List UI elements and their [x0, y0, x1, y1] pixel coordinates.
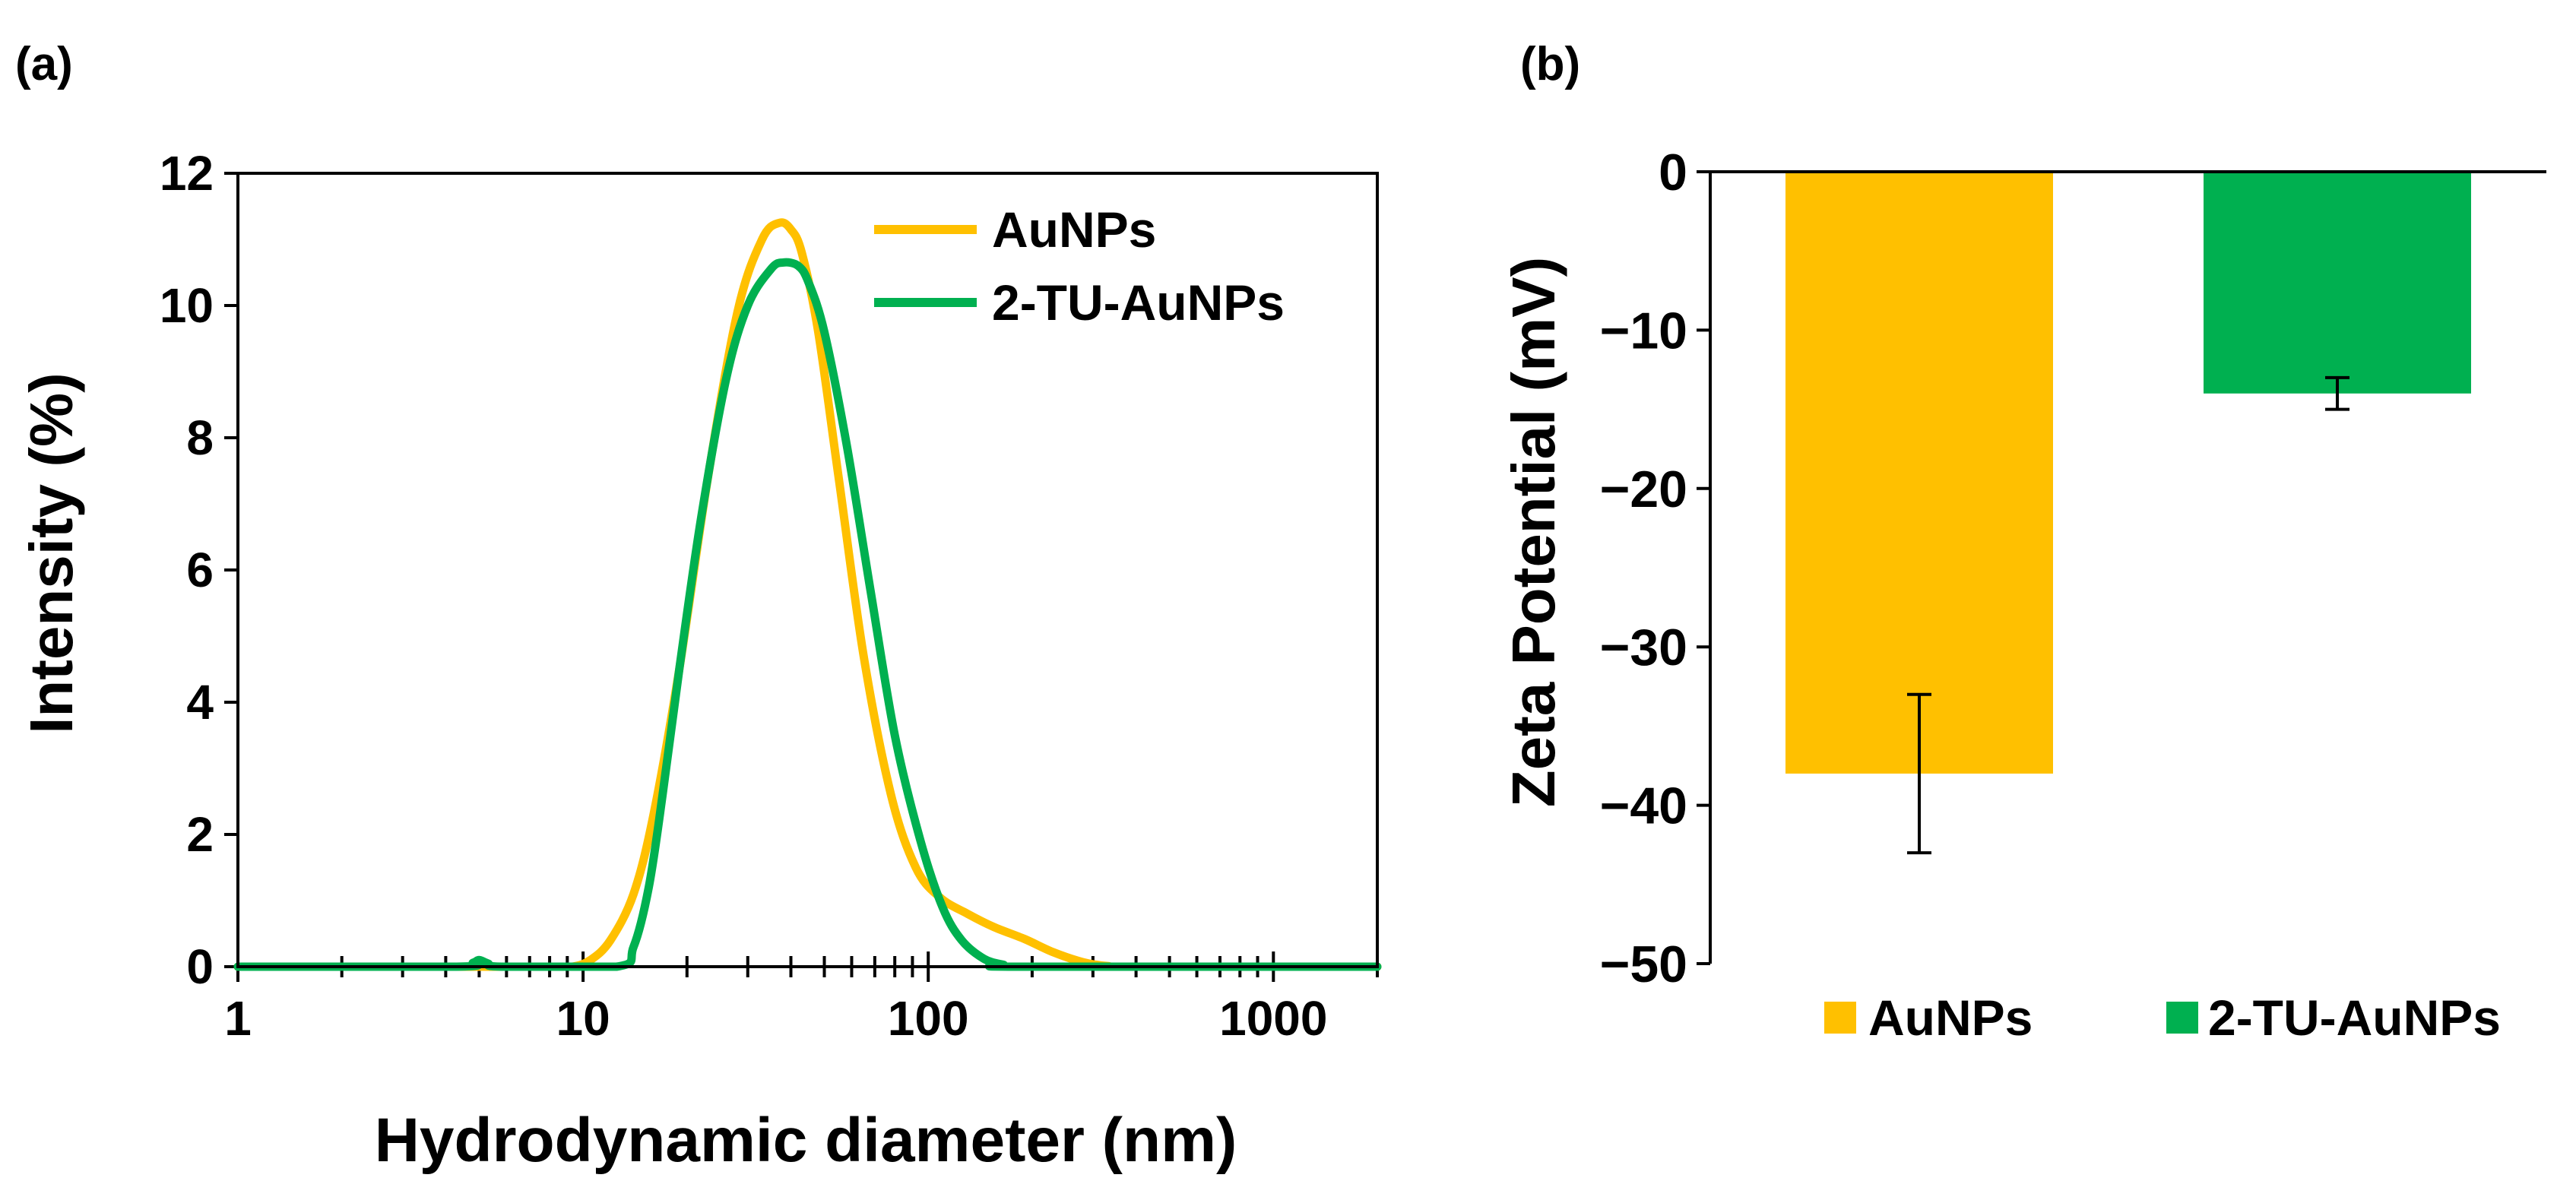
panel-a-x-tick-label: 10: [556, 991, 610, 1046]
panel-b-y-tick-label: −30: [1600, 619, 1687, 676]
panel-a-y-tick-labels: 0 2 4 6 8 10 12: [160, 146, 214, 994]
panel-b-error-bars: [1907, 375, 2349, 855]
panel-b-y-tick-label: 0: [1659, 144, 1687, 201]
panel-b-legend: AuNPs 2-TU-AuNPs: [1824, 989, 2501, 1046]
panel-a-x-tick-label: 1000: [1219, 991, 1327, 1046]
panel-a-y-tick-label: 4: [186, 675, 214, 730]
legend-b-label-aunps: AuNPs: [1868, 989, 2033, 1046]
panel-b-y-tick-labels: 0 −10 −20 −30 −40 −50: [1600, 144, 1687, 993]
panel-b-y-tick-label: −20: [1600, 461, 1687, 518]
error-bar-2-tu-aunps: [2325, 375, 2349, 411]
panel-b-y-tick-label: −10: [1600, 302, 1687, 359]
panel-a-dls-chart: (a) Intensity (%) Hydrodynamic diameter …: [15, 38, 1382, 1175]
panel-b-tick-marks: [1697, 170, 1710, 965]
panel-a-legend: AuNPs 2-TU-AuNPs: [874, 201, 1285, 331]
panel-a-x-tick-label: 1: [224, 991, 252, 1046]
panel-a-x-axis-title: Hydrodynamic diameter (nm): [375, 1106, 1237, 1175]
panel-a-y-tick-label: 2: [186, 807, 214, 862]
series-line-aunps: [233, 218, 1382, 971]
panel-b-bars: [1785, 172, 2471, 774]
panel-b-y-tick-label: −40: [1600, 777, 1687, 835]
panel-a-x-tick-labels: 1 10 100 1000: [224, 991, 1327, 1046]
legend-b-label-2tu-aunps: 2-TU-AuNPs: [2208, 989, 2501, 1046]
legend-b-swatch-2tu-aunps: [2166, 1002, 2198, 1034]
panel-b-y-axis-title: Zeta Potential (mV): [1500, 257, 1567, 808]
panel-b-label: (b): [1520, 38, 1580, 90]
panel-a-y-axis-title: Intensity (%): [17, 372, 85, 734]
panel-a-plot-frame: [236, 172, 1379, 968]
legend-a-label-aunps: AuNPs: [992, 201, 1156, 258]
panel-a-y-tick-label: 8: [186, 410, 214, 465]
bar-2-tu-aunps: [2204, 172, 2471, 394]
error-bar-aunps: [1907, 692, 1931, 855]
bar-aunps: [1785, 172, 2053, 774]
panel-a-series: [233, 218, 1382, 971]
series-line-2-tu-aunps: [233, 258, 1382, 971]
legend-b-swatch-aunps: [1824, 1002, 1856, 1034]
panel-a-y-tick-label: 12: [160, 146, 214, 201]
panel-a-y-tick-label: 0: [186, 939, 214, 994]
panel-a-label: (a): [15, 38, 73, 90]
panel-a-x-tick-label: 100: [888, 991, 969, 1046]
legend-a-label-2tu-aunps: 2-TU-AuNPs: [992, 274, 1285, 331]
panel-b-zeta-chart: (b) Zeta Potential (mV) 0 −10 −20 −30 −40 −50…: [1500, 38, 2546, 1046]
panel-b-y-tick-label: −50: [1600, 936, 1687, 993]
panel-a-axis-labels: Intensity (%) Hydrodynamic diameter (nm): [17, 372, 1237, 1175]
panel-a-y-tick-label: 6: [186, 543, 214, 597]
panel-a-y-tick-label: 10: [160, 278, 214, 333]
